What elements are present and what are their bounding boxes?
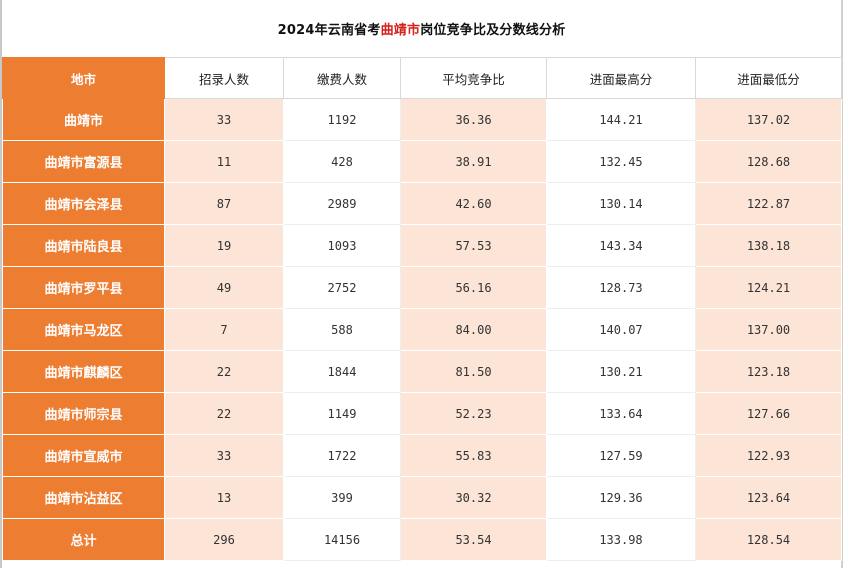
min-score-cell: 124.21	[695, 266, 842, 309]
title-suffix: 岗位竞争比及分数线分析	[420, 23, 566, 38]
left-border	[0, 0, 2, 568]
region-cell: 曲靖市会泽县	[2, 182, 165, 225]
hires-cell: 33	[164, 98, 284, 141]
region-cell: 总计	[2, 518, 165, 561]
ratio-cell: 84.00	[400, 308, 547, 351]
table-row: 曲靖市罗平县 49 2752 56.16 128.73 124.21	[2, 266, 842, 309]
total-row: 总计 296 14156 53.54 133.98 128.54	[2, 518, 842, 561]
region-cell: 曲靖市	[2, 98, 165, 141]
table-row: 曲靖市麒麟区 22 1844 81.50 130.21 123.18	[2, 350, 842, 393]
paid-cell: 2989	[283, 182, 401, 225]
table-row: 曲靖市 33 1192 36.36 144.21 137.02	[2, 98, 842, 141]
min-score-cell: 137.02	[695, 98, 842, 141]
min-score-cell: 123.64	[695, 476, 842, 519]
min-score-cell: 123.18	[695, 350, 842, 393]
paid-cell: 399	[283, 476, 401, 519]
min-score-cell: 127.66	[695, 392, 842, 435]
table-row: 曲靖市马龙区 7 588 84.00 140.07 137.00	[2, 308, 842, 351]
min-score-cell: 122.87	[695, 182, 842, 225]
header-row: 地市 招录人数 缴费人数 平均竞争比 进面最高分 进面最低分	[2, 57, 842, 99]
hires-cell: 33	[164, 434, 284, 477]
max-score-cell: 130.14	[546, 182, 696, 225]
table-row: 曲靖市富源县 11 428 38.91 132.45 128.68	[2, 140, 842, 183]
region-cell: 曲靖市富源县	[2, 140, 165, 183]
column-header-min-score: 进面最低分	[695, 57, 842, 99]
paid-cell: 1149	[283, 392, 401, 435]
region-cell: 曲靖市罗平县	[2, 266, 165, 309]
min-score-cell: 138.18	[695, 224, 842, 267]
column-header-region: 地市	[2, 57, 165, 99]
region-cell: 曲靖市麒麟区	[2, 350, 165, 393]
paid-cell: 1192	[283, 98, 401, 141]
hires-cell: 22	[164, 350, 284, 393]
table-row: 曲靖市会泽县 87 2989 42.60 130.14 122.87	[2, 182, 842, 225]
column-header-max-score: 进面最高分	[546, 57, 696, 99]
table-title: 2024年云南省考 曲靖市 岗位竞争比及分数线分析	[2, 0, 841, 57]
column-header-paid: 缴费人数	[283, 57, 401, 99]
hires-cell: 22	[164, 392, 284, 435]
table-row: 曲靖市沾益区 13 399 30.32 129.36 123.64	[2, 476, 842, 519]
hires-cell: 13	[164, 476, 284, 519]
competition-table: 地市 招录人数 缴费人数 平均竞争比 进面最高分 进面最低分 曲靖市 33 1192…	[2, 57, 842, 561]
hires-cell: 87	[164, 182, 284, 225]
paid-cell: 2752	[283, 266, 401, 309]
paid-cell: 428	[283, 140, 401, 183]
region-cell: 曲靖市陆良县	[2, 224, 165, 267]
max-score-cell: 143.34	[546, 224, 696, 267]
ratio-cell: 57.53	[400, 224, 547, 267]
ratio-cell: 53.54	[400, 518, 547, 561]
right-border	[841, 0, 843, 568]
max-score-cell: 144.21	[546, 98, 696, 141]
table-row: 曲靖市宣威市 33 1722 55.83 127.59 122.93	[2, 434, 842, 477]
table-body: 曲靖市 33 1192 36.36 144.21 137.02 曲靖市富源县 11 428 38.…	[2, 98, 842, 561]
hires-cell: 296	[164, 518, 284, 561]
ratio-cell: 36.36	[400, 98, 547, 141]
region-cell: 曲靖市师宗县	[2, 392, 165, 435]
ratio-cell: 55.83	[400, 434, 547, 477]
max-score-cell: 140.07	[546, 308, 696, 351]
region-cell: 曲靖市沾益区	[2, 476, 165, 519]
paid-cell: 1093	[283, 224, 401, 267]
column-header-ratio: 平均竞争比	[400, 57, 547, 99]
max-score-cell: 132.45	[546, 140, 696, 183]
ratio-cell: 56.16	[400, 266, 547, 309]
min-score-cell: 128.68	[695, 140, 842, 183]
hires-cell: 11	[164, 140, 284, 183]
paid-cell: 14156	[283, 518, 401, 561]
title-prefix: 2024年云南省考	[277, 23, 381, 38]
max-score-cell: 128.73	[546, 266, 696, 309]
min-score-cell: 122.93	[695, 434, 842, 477]
region-cell: 曲靖市宣威市	[2, 434, 165, 477]
table-row: 曲靖市师宗县 22 1149 52.23 133.64 127.66	[2, 392, 842, 435]
max-score-cell: 133.64	[546, 392, 696, 435]
paid-cell: 1722	[283, 434, 401, 477]
min-score-cell: 128.54	[695, 518, 842, 561]
table-row: 曲靖市陆良县 19 1093 57.53 143.34 138.18	[2, 224, 842, 267]
column-header-hires: 招录人数	[164, 57, 284, 99]
hires-cell: 49	[164, 266, 284, 309]
paid-cell: 1844	[283, 350, 401, 393]
ratio-cell: 30.32	[400, 476, 547, 519]
max-score-cell: 127.59	[546, 434, 696, 477]
hires-cell: 7	[164, 308, 284, 351]
max-score-cell: 133.98	[546, 518, 696, 561]
paid-cell: 588	[283, 308, 401, 351]
ratio-cell: 38.91	[400, 140, 547, 183]
hires-cell: 19	[164, 224, 284, 267]
max-score-cell: 129.36	[546, 476, 696, 519]
region-cell: 曲靖市马龙区	[2, 308, 165, 351]
min-score-cell: 137.00	[695, 308, 842, 351]
ratio-cell: 81.50	[400, 350, 547, 393]
ratio-cell: 42.60	[400, 182, 547, 225]
max-score-cell: 130.21	[546, 350, 696, 393]
title-highlight: 曲靖市	[380, 23, 421, 38]
ratio-cell: 52.23	[400, 392, 547, 435]
